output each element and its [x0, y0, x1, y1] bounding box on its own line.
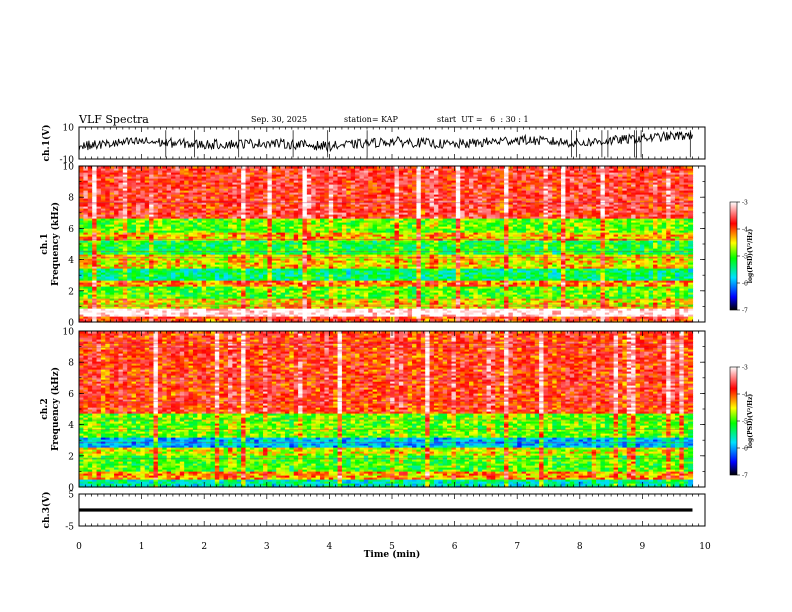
ytick-label-2: 4 — [68, 256, 74, 266]
xtick-label: 2 — [201, 542, 207, 552]
ytick-label-3: 4 — [68, 421, 74, 431]
panel-ylabel-3: Frequency (kHz) — [50, 367, 61, 451]
colorbar-tick-2: -7 — [742, 308, 748, 315]
spectrogram-cells-1 — [79, 166, 694, 323]
colorbar-3 — [729, 366, 738, 476]
xtick-label: 4 — [327, 542, 333, 552]
ytick-label-2: 6 — [68, 225, 74, 235]
x-axis-label: Time (min) — [364, 549, 421, 560]
colorbar-tick-3: -4 — [742, 392, 748, 399]
ytick-label-4: 5 — [68, 491, 74, 501]
ytick-label-3: 2 — [68, 452, 74, 462]
spectrogram-lines-2 — [79, 343, 693, 460]
ch1-waveform — [78, 130, 693, 153]
colorbar-label-3: log(PSD)(V²/Hz) — [747, 394, 754, 449]
x-ticks-1 — [78, 127, 706, 159]
ch1-spikes — [165, 130, 691, 158]
x-ticks-2 — [78, 166, 706, 322]
date-label: Sep. 30, 2025 — [251, 115, 307, 124]
panel-ylabel-2: Frequency (kHz) — [50, 202, 61, 286]
xtick-label: 6 — [452, 542, 458, 552]
colorbar-tick-3: -6 — [742, 446, 748, 453]
figure-title: VLF Spectra — [79, 113, 149, 126]
xtick-label: 3 — [264, 542, 270, 552]
colorbar-tick-3: -3 — [742, 365, 748, 372]
ch3-band — [79, 508, 693, 512]
colorbar-label-2: log(PSD)(V²/Hz) — [747, 229, 754, 284]
ytick-label-2: 0 — [68, 319, 74, 329]
x-ticks-3 — [78, 331, 706, 487]
xtick-label: 0 — [76, 542, 82, 552]
xtick-label: 8 — [577, 542, 583, 552]
panel-ylabel-1: ch.1(V) — [41, 125, 52, 162]
y-ticks-3 — [79, 330, 705, 488]
colorbar-tick-2: -3 — [742, 200, 748, 207]
panel-ylabel-4: ch.3(V) — [41, 492, 52, 529]
ytick-label-2: 2 — [68, 287, 74, 297]
colorbar-tick-2: -4 — [742, 227, 748, 234]
ytick-label-3: 8 — [68, 359, 74, 369]
panel-ylabel-top-3: ch.2 — [40, 398, 50, 419]
ytick-label-3: 0 — [68, 484, 74, 494]
spectrogram-lines-1 — [79, 202, 693, 308]
ytick-label-1: -10 — [60, 156, 75, 166]
ytick-label-4: -5 — [65, 523, 74, 533]
x-ticks-4 — [78, 494, 706, 526]
y-ticks-2 — [79, 165, 705, 323]
colorbar-tick-3: -7 — [742, 473, 748, 480]
colorbar-tick-3: -5 — [742, 419, 748, 426]
station-label: station= KAP — [344, 115, 398, 124]
spectrogram-cells-2 — [79, 331, 694, 488]
xtick-label: 7 — [514, 542, 520, 552]
ytick-label-2: 10 — [63, 163, 75, 173]
panel-ylabel-top-2: ch.1 — [40, 233, 50, 254]
ytick-label-2: 8 — [68, 194, 74, 204]
colorbar-tick-2: -5 — [742, 254, 748, 261]
xtick-label: 9 — [640, 542, 646, 552]
y-ticks-1 — [79, 126, 705, 160]
colorbar-2 — [729, 201, 738, 311]
colorbar-tick-2: -6 — [742, 281, 748, 288]
xtick-label: 5 — [389, 542, 395, 552]
start-ut-label: start UT = 6 : 30 : 1 — [437, 115, 529, 124]
xtick-label: 10 — [699, 542, 711, 552]
ytick-label-3: 10 — [63, 328, 75, 338]
xtick-label: 1 — [139, 542, 145, 552]
ytick-label-3: 6 — [68, 390, 74, 400]
y-ticks-4 — [79, 493, 705, 527]
ytick-label-1: 10 — [63, 124, 75, 134]
